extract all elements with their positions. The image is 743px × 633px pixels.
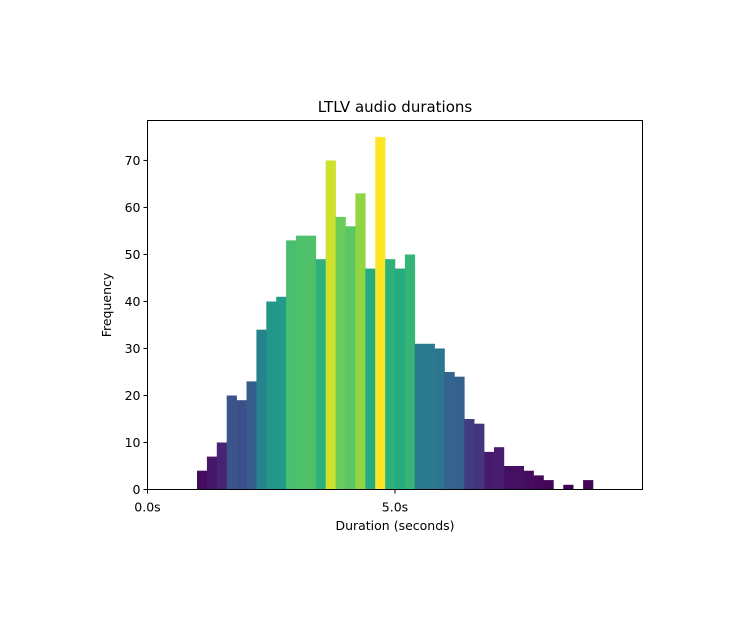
x-tick-label-0: 0.0s	[134, 500, 160, 515]
y-tick-label-4: 40	[125, 294, 141, 309]
bar-23	[424, 343, 435, 490]
bar-21	[404, 254, 416, 490]
bar-28	[474, 423, 485, 490]
bar-26	[454, 376, 465, 490]
bar-27	[464, 418, 475, 490]
y-tick-label-1: 10	[125, 435, 141, 450]
bars-group	[197, 136, 594, 490]
bar-14	[335, 216, 346, 490]
y-axis: 0 10 20 30 40 50 60 70	[125, 153, 148, 497]
bar-16	[355, 193, 366, 490]
bar-18	[375, 136, 386, 490]
bar-4	[236, 400, 247, 490]
y-tick-label-0: 0	[133, 482, 141, 497]
bar-11	[305, 235, 317, 490]
bar-8	[276, 296, 287, 490]
bar-12	[315, 259, 326, 490]
bar-10	[296, 235, 307, 490]
bar-2	[216, 442, 227, 490]
bar-25	[444, 371, 455, 490]
bar-33	[523, 470, 534, 490]
bar-6	[256, 329, 267, 490]
bar-1	[206, 456, 218, 490]
chart-title: LTLV audio durations	[318, 98, 473, 116]
x-tick-label-1: 5.0s	[382, 500, 408, 515]
bar-22	[414, 343, 425, 490]
x-axis-label: Duration (seconds)	[335, 518, 454, 533]
y-tick-label-7: 70	[125, 153, 141, 168]
bar-20	[395, 268, 406, 490]
bar-15	[345, 226, 356, 490]
bar-0	[197, 470, 208, 490]
bar-3	[226, 395, 237, 490]
y-tick-label-3: 30	[125, 341, 141, 356]
bar-29	[484, 451, 495, 490]
bar-37	[583, 480, 594, 490]
y-axis-label: Frequency	[99, 272, 114, 337]
bar-5	[246, 381, 257, 490]
bar-36	[563, 484, 574, 490]
bar-19	[385, 259, 396, 490]
bar-32	[513, 466, 524, 490]
bar-24	[434, 348, 445, 490]
bar-13	[325, 160, 336, 490]
bar-9	[286, 240, 297, 490]
bar-7	[266, 301, 277, 490]
y-tick-label-2: 20	[125, 388, 141, 403]
y-tick-label-6: 60	[125, 200, 141, 215]
bar-31	[503, 466, 515, 490]
bar-30	[494, 447, 505, 490]
bar-17	[365, 268, 376, 490]
bar-35	[543, 480, 554, 490]
x-axis: 0.0s 5.0s	[134, 489, 408, 515]
bar-34	[533, 475, 544, 490]
y-tick-label-5: 50	[125, 247, 141, 262]
